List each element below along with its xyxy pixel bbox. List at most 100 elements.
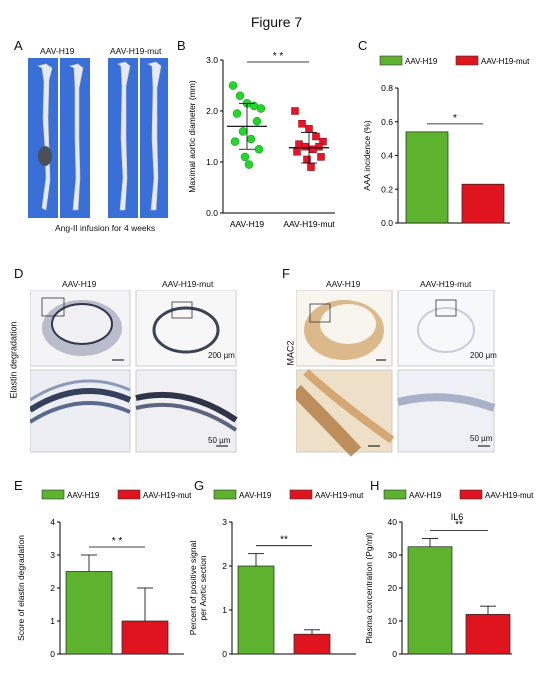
y-tick-label: 20 [388, 583, 398, 593]
point-h19-mut [319, 137, 327, 146]
point-h19 [256, 104, 266, 113]
panel-f-row-label: MAC2 [285, 340, 296, 366]
x-category-label: AAV-H19-mut [283, 219, 335, 229]
y-tick-label: 1 [222, 605, 227, 615]
y-tick-label: 4 [50, 517, 55, 527]
legend-swatch-h19-mut [455, 55, 479, 66]
legend-swatch-h19 [383, 489, 407, 500]
y-tick-label: 1.0 [206, 157, 218, 167]
legend-label-h19-mut: AAV-H19-mut [143, 491, 192, 500]
y-tick-label: 10 [388, 616, 398, 626]
significance-label: ** [455, 520, 463, 531]
chart-h-bar: 0 10 20 30 40 Plasma concentration (Pg/ml) AAV… [364, 489, 534, 659]
point-h19 [228, 81, 238, 90]
y-axis-title: Plasma concentration (Pg/ml) [364, 532, 374, 644]
chart-g-bar: 0 1 2 3 Percent of positive signal per Aortic… [188, 489, 364, 659]
y-tick-label: 0.6 [381, 117, 393, 127]
y-tick-label: 30 [388, 550, 398, 560]
y-tick-label: 40 [388, 517, 398, 527]
panel-d-scale-top: 200 µm [208, 351, 235, 360]
y-tick-label: 0 [392, 649, 397, 659]
legend-label-h19: AAV-H19 [405, 57, 438, 66]
panel-f-scale-top: 200 µm [470, 351, 497, 360]
y-tick-label: 0 [222, 649, 227, 659]
legend-label-h19: AAV-H19 [409, 491, 442, 500]
panel-a-col2-label: AAV-H19-mut [110, 46, 162, 56]
bar-aav-h19-mut [465, 614, 511, 655]
y-tick-label: 3.0 [206, 55, 218, 65]
point-h19 [235, 91, 245, 100]
point-h19 [240, 152, 250, 162]
bar-aav-h19 [65, 571, 113, 655]
point-h19 [252, 116, 262, 126]
panel-d-col2-label: AAV-H19-mut [162, 279, 214, 289]
point-h19 [244, 160, 254, 169]
panel-letter-b: B [177, 38, 186, 53]
legend-swatch-h19-mut [459, 489, 483, 500]
significance-label: ** [280, 535, 288, 546]
legend-label-h19: AAV-H19 [239, 491, 272, 500]
y-axis-title: per Aortic section [198, 555, 208, 620]
panel-d-scale-bottom: 50 µm [208, 436, 231, 445]
y-tick-label: 2 [50, 583, 55, 593]
panel-a-caption: Ang-II infusion for 4 weeks [55, 223, 156, 233]
point-h19-mut [309, 145, 317, 153]
panel-letter-h: H [370, 478, 380, 493]
y-tick-label: 0.0 [206, 208, 218, 218]
point-h19 [230, 137, 240, 146]
legend-swatch-h19 [379, 55, 403, 66]
figure-title: Figure 7 [250, 14, 303, 30]
panel-d-micrographs [30, 290, 238, 453]
y-axis-title: Score of elastin degradation [16, 535, 26, 641]
y-tick-label: 0 [50, 649, 55, 659]
panel-a-aorta-photo [28, 58, 168, 218]
point-h19 [254, 145, 264, 154]
point-h19-mut [307, 163, 315, 171]
significance-label: * * [112, 536, 123, 547]
y-tick-label: 2 [222, 561, 227, 571]
point-h19-mut [293, 148, 301, 156]
panel-d-col1-label: AAV-H19 [62, 279, 97, 289]
panel-letter-e: E [14, 478, 23, 493]
panel-letter-a: A [14, 38, 23, 53]
panel-letter-f: F [282, 266, 290, 281]
legend-swatch-h19-mut [289, 489, 313, 500]
point-h19 [238, 127, 248, 136]
legend-swatch-h19-mut [117, 489, 141, 500]
point-h19-mut [317, 153, 325, 161]
legend-label-h19-mut: AAV-H19-mut [485, 491, 534, 500]
panel-f-col2-label: AAV-H19-mut [420, 279, 472, 289]
bar-aav-h19 [405, 131, 449, 224]
significance-label: * [453, 113, 457, 124]
y-axis-title: Percent of positive signal [188, 541, 198, 636]
y-tick-label: 0.2 [381, 184, 393, 194]
significance-label: * * [273, 51, 284, 62]
point-h19 [246, 134, 256, 144]
panel-a-col1-label: AAV-H19 [40, 46, 75, 56]
panel-f-col1-label: AAV-H19 [326, 279, 361, 289]
point-h19-mut [291, 107, 299, 115]
chart-b-scatter: 0.0 1.0 2.0 3.0 Maximal aortic diameter (mm)… [187, 51, 335, 229]
legend-swatch-h19 [41, 489, 65, 500]
chart-e-bar: 0 1 2 3 4 Score of elastin degradation AAV-H19… [16, 489, 192, 659]
point-h19 [232, 109, 242, 118]
bar-aav-h19 [407, 546, 453, 655]
bar-aav-h19 [237, 565, 275, 655]
panel-letter-d: D [14, 266, 24, 281]
point-h19-mut [305, 125, 313, 133]
point-h19-mut [312, 132, 320, 141]
point-h19-mut [303, 155, 311, 164]
legend-swatch-h19 [213, 489, 237, 500]
legend-label-h19: AAV-H19 [67, 491, 100, 500]
y-tick-label: 0.4 [381, 151, 393, 161]
legend-label-h19-mut: AAV-H19-mut [315, 491, 364, 500]
point-h19-mut [301, 142, 309, 151]
y-tick-label: 3 [222, 517, 227, 527]
panel-f-micrographs [296, 290, 496, 457]
bar-aav-h19-mut [121, 620, 169, 655]
legend-label-h19-mut: AAV-H19-mut [481, 57, 530, 66]
y-tick-label: 2.0 [206, 106, 218, 116]
chart-title: IL6 [451, 512, 464, 522]
y-tick-label: 0.8 [381, 83, 393, 93]
bar-aav-h19-mut [293, 633, 331, 655]
